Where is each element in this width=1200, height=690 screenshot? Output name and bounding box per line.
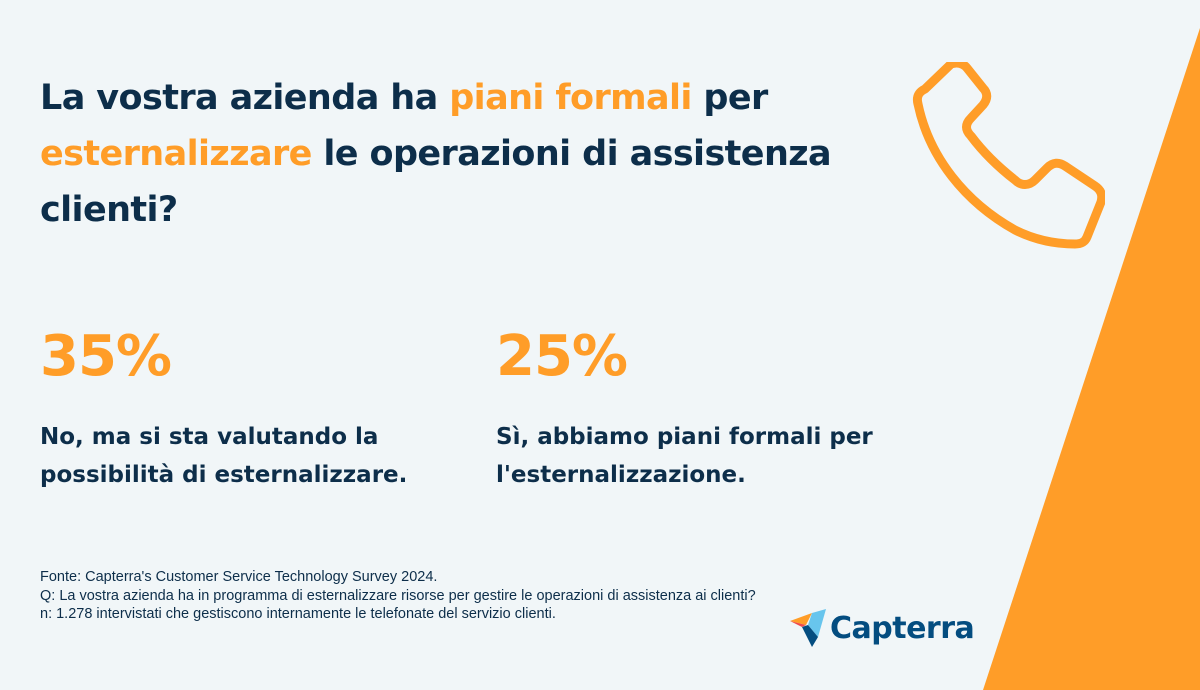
stat-block-considering: 35% No, ma si sta valutando la possibili… bbox=[40, 322, 440, 494]
capterra-wordmark: Capterra bbox=[830, 610, 975, 646]
stat-description: No, ma si sta valutando la possibilità d… bbox=[40, 424, 408, 488]
sample-line: n: 1.278 intervistati che gestiscono int… bbox=[40, 606, 556, 622]
capterra-arrow-icon bbox=[790, 609, 826, 647]
question-line: Q: La vostra azienda ha in programma di … bbox=[40, 587, 756, 604]
title-text-3: le operazioni di assistenza clienti? bbox=[40, 134, 832, 230]
title-highlight-esternalizzare: esternalizzare bbox=[40, 134, 312, 174]
source-footnote: Fonte: Capterra's Customer Service Techn… bbox=[40, 568, 840, 624]
stat-description: Sì, abbiamo piani formali per l'esternal… bbox=[496, 424, 873, 488]
title-text-1: La vostra azienda ha bbox=[40, 78, 450, 118]
stat-value: 35% bbox=[40, 324, 172, 389]
stat-value: 25% bbox=[496, 324, 628, 389]
title-text-2: per bbox=[691, 78, 768, 118]
stat-block-formal-plans: 25% Sì, abbiamo piani formali per l'este… bbox=[496, 322, 916, 494]
title-highlight-piani-formali: piani formali bbox=[449, 78, 692, 118]
page-title: La vostra azienda ha piani formali per e… bbox=[40, 70, 880, 238]
capterra-logo: Capterra bbox=[788, 606, 975, 650]
source-line: Fonte: Capterra's Customer Service Techn… bbox=[40, 569, 438, 585]
phone-icon bbox=[912, 62, 1105, 249]
